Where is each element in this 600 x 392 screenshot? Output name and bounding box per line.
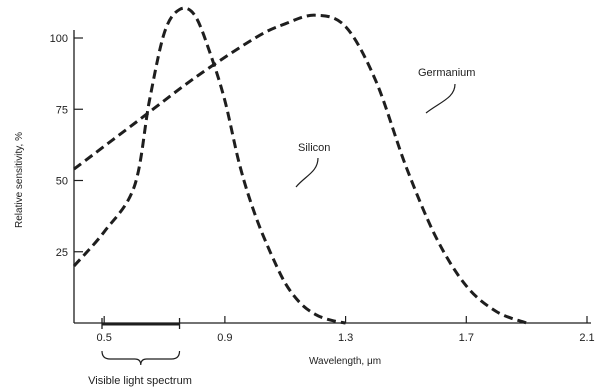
x-tick-label-1-7: 1.7 — [459, 332, 474, 344]
text-labels: 25 50 75 100 0.5 0.9 1.3 1.7 2.1 Silicon Germanium… — [14, 33, 595, 387]
visible-spectrum-label: Visible light spectrum — [88, 375, 192, 387]
x-tick-label-0-9: 0.9 — [217, 332, 232, 344]
annotations — [101, 83, 456, 366]
silicon-leader — [295, 157, 319, 188]
x-tick-label-1-3: 1.3 — [338, 332, 353, 344]
visible-brace — [101, 350, 181, 366]
tick-marks — [74, 37, 588, 323]
y-tick-label-100: 100 — [50, 33, 68, 45]
series-line-germanium — [73, 13, 528, 325]
series-line-silicon — [72, 6, 346, 325]
y-axis-title: Relative sensitivity, % — [14, 132, 25, 228]
x-tick-label-0-5: 0.5 — [97, 332, 112, 344]
y-tick-label-50: 50 — [56, 176, 68, 188]
data-lines — [72, 6, 528, 325]
germanium-leader — [425, 83, 456, 114]
y-tick-label-25: 25 — [56, 247, 68, 259]
silicon-label: Silicon — [298, 142, 330, 154]
x-tick-label-2-1: 2.1 — [579, 332, 594, 344]
germanium-label: Germanium — [418, 67, 475, 79]
x-axis-title: Wavelength, μm — [309, 356, 381, 367]
axes — [73, 30, 591, 324]
y-tick-label-75: 75 — [56, 104, 68, 116]
